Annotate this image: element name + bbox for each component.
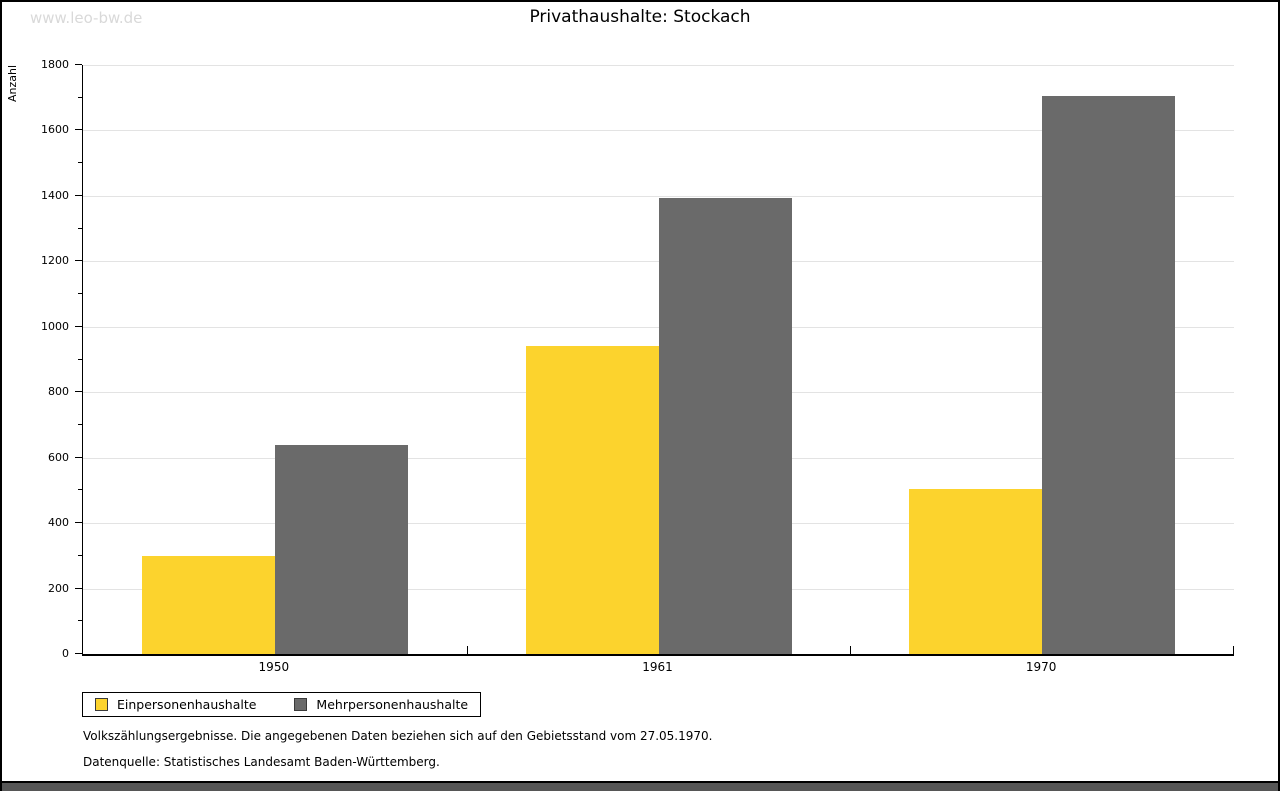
- x-axis-tick: [1233, 646, 1234, 654]
- y-axis-tick-label: 600: [48, 450, 69, 464]
- y-axis-tick: [75, 194, 82, 196]
- chart-title: Privathaushalte: Stockach: [529, 7, 751, 27]
- y-axis-tick: [75, 260, 82, 262]
- x-axis-tick: [466, 646, 468, 654]
- y-axis-tick: [78, 293, 82, 295]
- legend: Einpersonenhaushalte Mehrpersonenhaushal…: [82, 692, 482, 717]
- y-axis-tick: [75, 325, 82, 327]
- legend-item-einpersonenhaushalte: Einpersonenhaushalte: [95, 697, 256, 712]
- gridline-1400: [83, 195, 1234, 197]
- bar-1961-einpersonenhaushalte: [525, 346, 659, 654]
- gridline-1600: [83, 130, 1234, 132]
- legend-label: Einpersonenhaushalte: [117, 697, 257, 712]
- y-axis-tick: [78, 423, 82, 425]
- bottom-edge-bar: [2, 781, 1278, 791]
- plot-area: [82, 65, 1234, 656]
- footnote-source-note: Volkszählungsergebnisse. Die angegebenen…: [83, 729, 713, 743]
- y-axis-tick: [78, 489, 82, 491]
- bar-1961-mehrpersonenhaushalte: [658, 197, 792, 654]
- legend-swatch-gray: [294, 698, 308, 711]
- y-axis-tick-label: 1600: [41, 123, 69, 137]
- bar-1950-mehrpersonenhaushalte: [274, 444, 408, 654]
- x-axis-label-1961: 1961: [642, 660, 673, 674]
- x-axis-label-1950: 1950: [258, 660, 290, 674]
- y-axis-tick: [75, 456, 82, 458]
- y-axis-tick-label: 1400: [41, 188, 69, 202]
- bar-1950-einpersonenhaushalte: [141, 555, 275, 654]
- footnote-data-source: Datenquelle: Statistisches Landesamt Bad…: [83, 755, 440, 769]
- y-axis-tick-label: 1800: [41, 58, 69, 71]
- y-axis-tick: [78, 227, 82, 229]
- y-axis: 0 200 400 600 800 1000 1200 1400 1600 1800: [2, 59, 82, 660]
- y-axis-tick: [78, 96, 82, 98]
- y-axis-tick: [78, 162, 82, 164]
- y-axis-tick: [75, 587, 82, 589]
- y-axis-tick-label: 200: [48, 581, 69, 595]
- y-axis-tick-label: 1200: [41, 254, 69, 268]
- y-axis-tick: [75, 129, 82, 131]
- y-axis-tick: [75, 391, 82, 393]
- x-axis-label-1970: 1970: [1025, 660, 1057, 674]
- y-axis-tick-label: 400: [48, 516, 69, 530]
- legend-item-mehrpersonenhaushalte: Mehrpersonenhaushalte: [294, 697, 468, 712]
- legend-label: Mehrpersonenhaushalte: [316, 697, 469, 712]
- y-axis-tick-label: 800: [48, 385, 69, 399]
- bar-1970-einpersonenhaushalte: [909, 488, 1043, 654]
- y-axis-tick: [78, 554, 82, 556]
- y-axis-tick-label: 1000: [41, 319, 69, 333]
- y-axis-tick: [75, 653, 82, 654]
- legend-swatch-yellow: [95, 698, 108, 711]
- y-axis-tick: [78, 358, 82, 360]
- bar-1970-mehrpersonenhaushalte: [1042, 96, 1176, 654]
- gridline-1800: [83, 65, 1234, 66]
- y-axis-tick: [78, 620, 82, 622]
- y-axis-tick: [75, 64, 82, 65]
- y-axis-tick: [75, 522, 82, 524]
- y-axis-tick-label: 0: [62, 647, 69, 660]
- watermark: www.leo-bw.de: [30, 9, 143, 27]
- x-axis-tick: [850, 646, 852, 654]
